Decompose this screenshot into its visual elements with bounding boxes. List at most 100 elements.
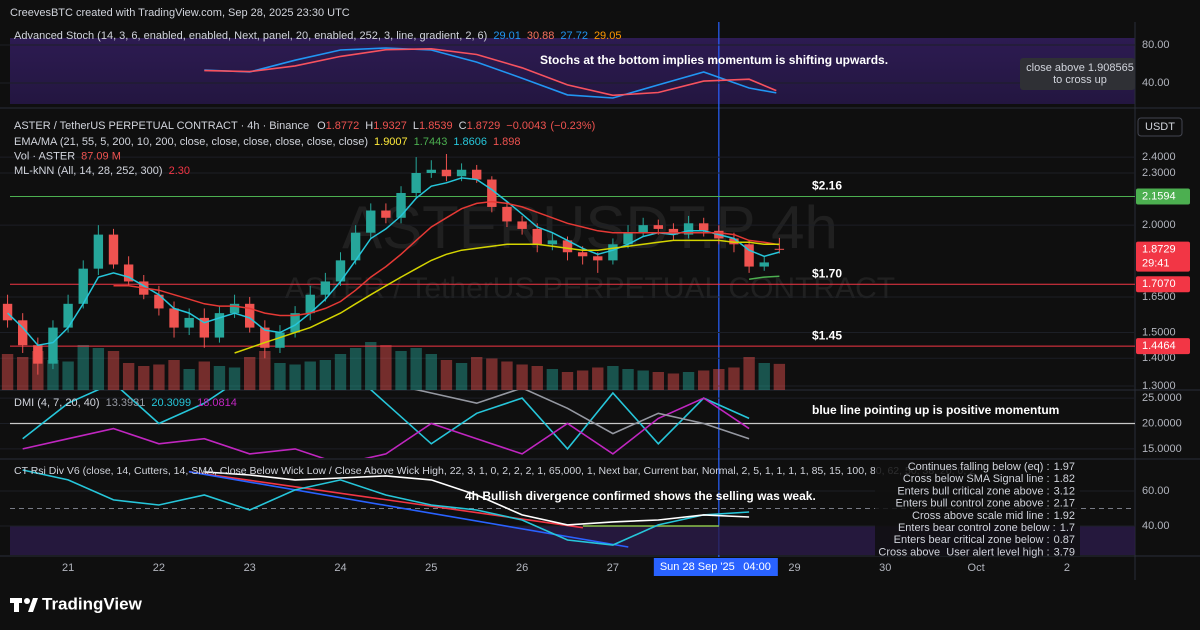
candle-body: [78, 268, 88, 304]
symbol-title: ASTER / TetherUS PERPETUAL CONTRACT · 4h…: [14, 120, 309, 132]
x-tick-label: 2: [1064, 562, 1070, 574]
indicator-legend: Vol · ASTER 87.09 M: [14, 150, 121, 162]
alert-value: 3.12: [1054, 485, 1075, 497]
alert-value: 1.7: [1060, 522, 1075, 534]
candle-body: [472, 169, 482, 180]
volume-bar: [501, 361, 513, 390]
volume-bar: [274, 363, 286, 390]
volume-bar: [168, 360, 180, 390]
alert-value: 2.17: [1054, 498, 1075, 510]
volume-bar: [259, 351, 271, 390]
candle-body: [93, 234, 104, 269]
candle-body: [426, 169, 436, 173]
price-level-box: [1136, 276, 1190, 293]
volume-bar: [77, 345, 89, 390]
y-tick-label: 80.00: [1142, 39, 1170, 51]
alert-value: 3.79: [1054, 546, 1075, 558]
candle-body: [169, 308, 179, 328]
alert-value: 1.92: [1054, 510, 1075, 522]
candle-body: [199, 317, 209, 338]
volume-bar: [698, 370, 710, 390]
candle-body: [653, 225, 663, 229]
candle-body: [608, 244, 618, 261]
y-tick-label: 40.00: [1142, 77, 1170, 89]
price-level-label: 1.7070: [1142, 278, 1176, 290]
alerts-bg: [875, 460, 1080, 556]
candle-body: [502, 206, 512, 222]
candle-body: [48, 327, 58, 364]
y-tick-label: 2.4000: [1142, 151, 1176, 163]
legend-value: 1.8606: [453, 136, 487, 148]
x-tick-label: Oct: [968, 562, 985, 574]
volume-bar: [319, 360, 332, 390]
footer: [0, 580, 1200, 630]
volume-bar: [62, 361, 74, 390]
alert-value: 0.87: [1054, 534, 1075, 546]
candle-body: [33, 345, 43, 364]
indicator-line: [234, 239, 780, 354]
x-tick-label: 25: [425, 562, 437, 574]
candle-body: [774, 248, 785, 250]
volume-bar: [380, 345, 392, 390]
legend-value: 2.30: [169, 165, 190, 177]
indicator-name: CT Rsi Div V6 (close, 14, Cutters, 14, S…: [14, 465, 975, 477]
alert-label: Continues falling below (eq) :: [908, 461, 1050, 473]
alert-row: Enters bear critical zone below : 0.87: [894, 534, 1075, 546]
cursor-date: Sun 28 Sep '25: [660, 561, 735, 573]
candle-body: [350, 232, 361, 261]
volume-bar: [622, 369, 634, 390]
candle-body: [441, 169, 452, 177]
ohlc-value: 1.8729: [467, 120, 501, 132]
candle-body: [320, 281, 331, 295]
alert-label: Enters bull critical zone above :: [897, 485, 1049, 497]
candle-body: [487, 179, 497, 207]
indicator-legend: CT Rsi Div V6 (close, 14, Cutters, 14, S…: [14, 465, 975, 477]
volume-bar: [652, 372, 664, 390]
volume-bar: [682, 372, 695, 390]
candle-body: [668, 228, 679, 235]
y-tick-label: 2.3000: [1142, 167, 1176, 179]
x-tick-label: 21: [62, 562, 74, 574]
candle-body: [335, 260, 346, 282]
watermark: ASTER / TetherUS PERPETUAL CONTRACT: [285, 272, 895, 305]
volume-bar: [228, 367, 241, 390]
legend-title: ASTER / TetherUS PERPETUAL CONTRACT · 4h…: [14, 120, 595, 132]
candle-body: [517, 221, 527, 229]
alert-label: Cross below SMA Signal line :: [903, 473, 1050, 485]
alert-label: Enters bear critical zone below :: [894, 534, 1050, 546]
volume-bar: [365, 342, 377, 390]
indicator-name: DMI (4, 7, 20, 40): [14, 397, 100, 409]
last-price-countdown: 29:41: [1142, 258, 1170, 270]
candle-body: [623, 232, 633, 245]
candle-body: [260, 327, 270, 348]
cursor-label-bg: [653, 558, 778, 576]
candle-body: [744, 244, 754, 267]
volume-bar: [183, 369, 195, 390]
volume-bar: [1, 354, 14, 390]
volume-bar: [47, 360, 59, 390]
indicator-line: [204, 471, 750, 526]
ohlc-key: H: [365, 120, 373, 132]
annotation: Stochs at the bottom implies momentum is…: [540, 53, 888, 67]
indicator-name: EMA/MA (21, 55, 5, 200, 10, 200, close, …: [14, 136, 368, 148]
candle-body: [366, 210, 376, 233]
candle-body: [532, 228, 542, 245]
y-tick-label: 40.00: [1142, 520, 1170, 532]
header-credit: CreevesBTC created with TradingView.com,…: [10, 7, 350, 19]
volume-bar: [440, 360, 453, 390]
legend-value: 1.9007: [374, 136, 408, 148]
legend-value: 27.72: [560, 30, 588, 42]
candle-body: [290, 313, 300, 333]
candle-body: [456, 169, 467, 177]
footer-logo: TradingView: [42, 594, 143, 613]
indicator-line: [113, 200, 780, 317]
indicator-legend: EMA/MA (21, 55, 5, 200, 10, 200, close, …: [14, 136, 521, 148]
candle-body: [593, 256, 603, 261]
legend-value: 13.3931: [106, 397, 146, 409]
indicator-name: Vol · ASTER: [14, 150, 75, 162]
alert-row: Cross above scale mid line : 1.92: [912, 510, 1075, 522]
volume-bar: [713, 369, 725, 390]
candle-body: [759, 262, 769, 267]
alert-value: 1.82: [1054, 473, 1075, 485]
last-price-label: 1.8729: [1142, 244, 1176, 256]
